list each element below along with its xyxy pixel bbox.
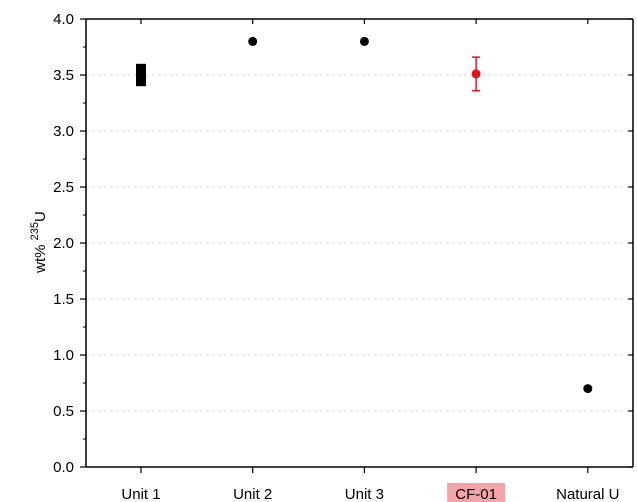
y-tick-label: 1.0 <box>53 347 74 364</box>
y-tick-labels: 0.0 0.5 1.0 1.5 2.0 2.5 3.0 3.5 4.0 <box>53 11 74 476</box>
data-point-unit-2 <box>248 36 258 46</box>
y-axis-label: wt% 235U <box>29 211 49 274</box>
x-tick-label: Unit 1 <box>121 486 160 502</box>
y-tick-label: 2.0 <box>53 235 74 252</box>
y-tick-label: 3.5 <box>53 67 74 84</box>
x-tick-label: Unit 3 <box>345 486 384 502</box>
data-point-natural-u <box>583 384 593 394</box>
x-tick-label: Unit 2 <box>233 486 272 502</box>
y-tick-label: 4.0 <box>53 11 74 28</box>
data-point-cf-01 <box>471 69 481 79</box>
x-tick-label: Natural U <box>556 486 619 502</box>
y-tick-label: 0.5 <box>53 403 74 420</box>
x-label-highlight <box>447 483 506 502</box>
x-tick-label: CF-01 <box>455 486 497 502</box>
y-tick-label: 0.0 <box>53 459 74 476</box>
ticks <box>80 18 633 473</box>
y-tick-label: 3.0 <box>53 123 74 140</box>
y-tick-label: 1.5 <box>53 291 74 308</box>
x-tick-labels: Unit 1 Unit 2 Unit 3 CF-01 Natural U <box>121 483 619 502</box>
data-marks <box>136 36 593 394</box>
y-tick-label: 2.5 <box>53 179 74 196</box>
grid-lines <box>86 74 633 412</box>
data-point-unit-3 <box>359 36 369 46</box>
data-bar-unit-1 <box>136 63 146 87</box>
